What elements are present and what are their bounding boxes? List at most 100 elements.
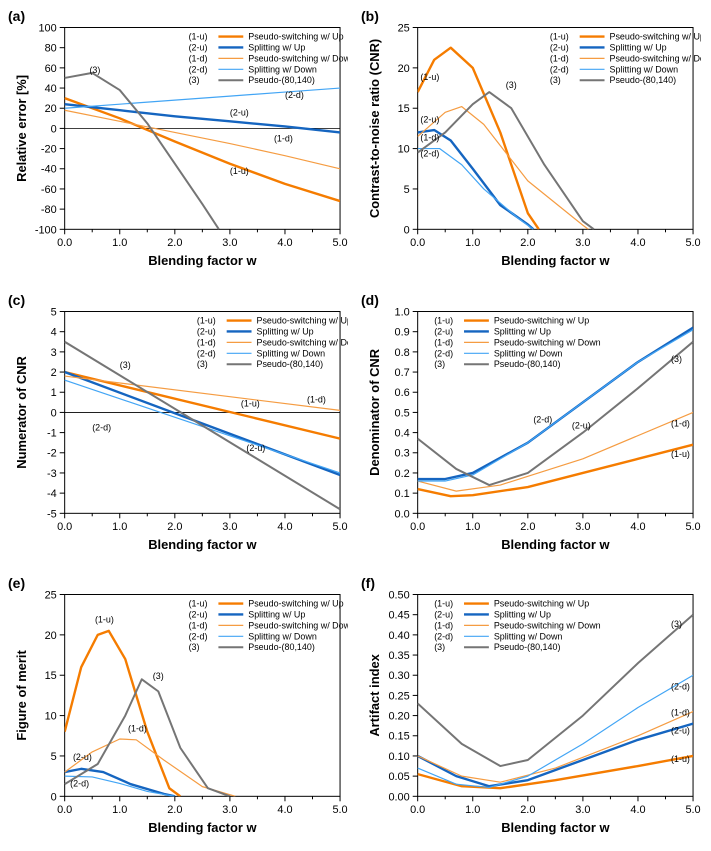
svg-text:4: 4 (51, 326, 57, 338)
svg-text:Pseudo-switching w/ Down: Pseudo-switching w/ Down (257, 337, 348, 347)
svg-text:5.0: 5.0 (332, 521, 347, 533)
svg-text:Contrast-to-noise ratio (CNR): Contrast-to-noise ratio (CNR) (367, 39, 382, 218)
svg-text:(1-d): (1-d) (189, 621, 208, 631)
svg-text:(2-d): (2-d) (70, 779, 89, 789)
chart-c: 0.01.02.03.04.05.0-5-4-3-2-1012345Blendi… (10, 294, 348, 558)
svg-text:Splitting w/ Down: Splitting w/ Down (248, 632, 317, 642)
svg-text:5.0: 5.0 (332, 805, 347, 817)
svg-text:-20: -20 (41, 144, 57, 156)
svg-text:(1-u): (1-u) (95, 615, 114, 625)
svg-text:Pseudo-(80,140): Pseudo-(80,140) (494, 359, 561, 369)
svg-text:0.7: 0.7 (395, 367, 410, 379)
svg-text:-100: -100 (35, 224, 57, 236)
svg-text:Figure of merit: Figure of merit (14, 650, 29, 741)
svg-text:Pseudo-switching w/ Up: Pseudo-switching w/ Up (494, 315, 589, 325)
svg-text:10: 10 (45, 711, 57, 723)
svg-text:(1-d): (1-d) (671, 708, 690, 718)
svg-text:Splitting w/ Up: Splitting w/ Up (494, 326, 551, 336)
svg-text:0.10: 0.10 (388, 751, 409, 763)
svg-text:0: 0 (51, 792, 57, 804)
svg-text:(1-d): (1-d) (550, 53, 569, 63)
svg-text:0.0: 0.0 (410, 521, 425, 533)
svg-text:(1-d): (1-d) (420, 133, 439, 143)
svg-text:Splitting w/ Down: Splitting w/ Down (610, 64, 679, 74)
svg-text:(2-d): (2-d) (189, 64, 208, 74)
svg-text:(1-u): (1-u) (434, 599, 453, 609)
svg-text:0.1: 0.1 (395, 488, 410, 500)
svg-text:0.5: 0.5 (395, 407, 410, 419)
svg-text:Splitting w/ Up: Splitting w/ Up (257, 326, 314, 336)
svg-text:0.2: 0.2 (395, 468, 410, 480)
svg-text:0.0: 0.0 (410, 805, 425, 817)
svg-text:(1-u): (1-u) (550, 31, 569, 41)
svg-text:0.8: 0.8 (395, 347, 410, 359)
svg-text:(2-d): (2-d) (420, 149, 439, 159)
svg-text:0.0: 0.0 (57, 237, 72, 249)
svg-text:Pseudo-(80,140): Pseudo-(80,140) (248, 75, 315, 85)
svg-text:Pseudo-switching w/ Down: Pseudo-switching w/ Down (494, 337, 601, 347)
svg-text:0.4: 0.4 (395, 427, 410, 439)
panel-c: (c)0.01.02.03.04.05.0-5-4-3-2-1012345Ble… (10, 294, 348, 558)
svg-text:0.40: 0.40 (388, 630, 409, 642)
svg-text:Blending factor w: Blending factor w (501, 253, 610, 268)
svg-text:Pseudo-(80,140): Pseudo-(80,140) (610, 75, 677, 85)
svg-text:(2-d): (2-d) (285, 90, 304, 100)
svg-text:4.0: 4.0 (277, 805, 292, 817)
svg-text:25: 25 (398, 22, 410, 34)
svg-text:(3): (3) (671, 354, 682, 364)
svg-text:Pseudo-switching w/ Up: Pseudo-switching w/ Up (610, 31, 701, 41)
svg-text:4.0: 4.0 (277, 521, 292, 533)
chart-grid: (a)0.01.02.03.04.05.0-100-80-60-40-20020… (10, 10, 701, 841)
svg-text:3.0: 3.0 (575, 805, 590, 817)
svg-text:3: 3 (51, 347, 57, 359)
svg-text:(3): (3) (189, 643, 200, 653)
svg-text:15: 15 (45, 671, 57, 683)
svg-text:Pseudo-switching w/ Up: Pseudo-switching w/ Up (248, 31, 343, 41)
svg-text:1.0: 1.0 (112, 237, 127, 249)
svg-text:(2-u): (2-u) (73, 752, 92, 762)
svg-text:4.0: 4.0 (630, 237, 645, 249)
svg-text:(1-u): (1-u) (197, 315, 216, 325)
svg-text:Pseudo-switching w/ Down: Pseudo-switching w/ Down (248, 621, 348, 631)
svg-text:0: 0 (404, 224, 410, 236)
svg-text:(2-u): (2-u) (572, 420, 591, 430)
svg-text:(1-d): (1-d) (274, 134, 293, 144)
svg-text:2.0: 2.0 (167, 521, 182, 533)
svg-text:0: 0 (51, 123, 57, 135)
svg-text:(1-u): (1-u) (241, 398, 260, 408)
svg-text:(3): (3) (671, 619, 682, 629)
chart-d: 0.01.02.03.04.05.00.00.10.20.30.40.50.60… (363, 294, 701, 558)
panel-a: (a)0.01.02.03.04.05.0-100-80-60-40-20020… (10, 10, 348, 274)
panel-tag: (d) (361, 292, 379, 308)
svg-text:0.15: 0.15 (388, 731, 409, 743)
svg-text:2.0: 2.0 (167, 805, 182, 817)
svg-text:Pseudo-switching w/ Up: Pseudo-switching w/ Up (257, 315, 348, 325)
svg-text:0.35: 0.35 (388, 650, 409, 662)
svg-text:0.00: 0.00 (388, 792, 409, 804)
svg-text:Blending factor w: Blending factor w (501, 820, 610, 835)
svg-text:15: 15 (398, 103, 410, 115)
svg-text:0.0: 0.0 (57, 805, 72, 817)
svg-text:Pseudo-switching w/ Down: Pseudo-switching w/ Down (494, 621, 601, 631)
svg-text:(1-u): (1-u) (434, 315, 453, 325)
panel-tag: (f) (361, 575, 375, 591)
svg-text:1.0: 1.0 (465, 521, 480, 533)
svg-text:Pseudo-switching w/ Up: Pseudo-switching w/ Up (248, 599, 343, 609)
svg-text:40: 40 (45, 83, 57, 95)
svg-text:Pseudo-(80,140): Pseudo-(80,140) (248, 643, 315, 653)
svg-text:(1-u): (1-u) (420, 72, 439, 82)
svg-text:25: 25 (45, 590, 57, 602)
svg-text:1.0: 1.0 (465, 805, 480, 817)
svg-text:Splitting w/ Down: Splitting w/ Down (257, 348, 326, 358)
svg-text:3.0: 3.0 (222, 805, 237, 817)
svg-text:(2-d): (2-d) (671, 682, 690, 692)
svg-text:(1-d): (1-d) (434, 621, 453, 631)
svg-text:100: 100 (38, 22, 56, 34)
svg-text:-1: -1 (47, 427, 57, 439)
svg-text:(1-u): (1-u) (230, 166, 249, 176)
svg-text:0.25: 0.25 (388, 691, 409, 703)
svg-text:0.0: 0.0 (395, 508, 410, 520)
svg-text:5.0: 5.0 (685, 521, 700, 533)
svg-text:(3): (3) (506, 80, 517, 90)
svg-text:(2-u): (2-u) (189, 42, 208, 52)
